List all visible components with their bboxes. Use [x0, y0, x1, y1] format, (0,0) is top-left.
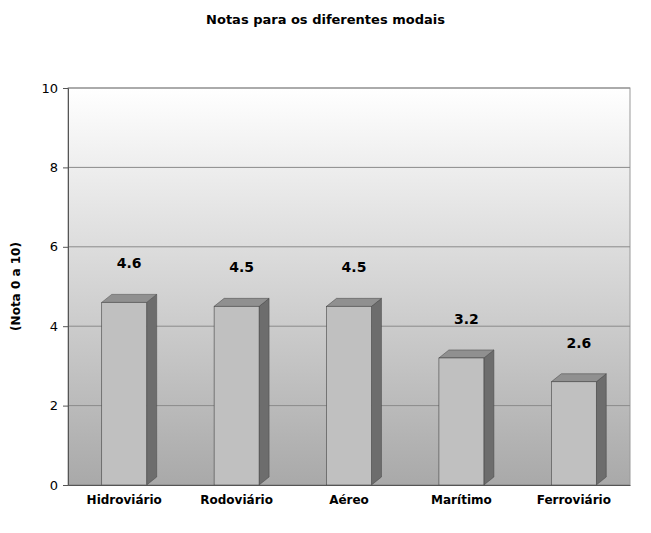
y-tick-label: 8: [50, 160, 58, 175]
x-axis: Hidroviário Rodoviário Aéreo Marítimo Ferrov…: [69, 485, 631, 507]
y-tick-label: 10: [41, 81, 58, 96]
y-tick: 4: [50, 319, 68, 334]
plot-background: [68, 88, 630, 485]
x-tick: Hidroviário: [87, 485, 162, 507]
y-tick: 8: [50, 160, 68, 175]
y-tick-label: 0: [50, 478, 58, 493]
bar-group: [327, 298, 382, 485]
bar-side: [371, 298, 381, 485]
data-label: 4.5: [229, 259, 254, 275]
y-tick-label: 6: [50, 239, 58, 254]
bar-group: [214, 298, 269, 485]
x-tick-label: Hidroviário: [87, 493, 162, 507]
x-tick: Marítimo: [431, 485, 492, 507]
x-axis-line: [69, 485, 631, 486]
bars: [102, 294, 607, 485]
y-tick-mark: [63, 167, 68, 168]
bar-side: [484, 350, 494, 485]
x-tick-label: Aéreo: [329, 493, 369, 507]
bar: [551, 382, 596, 485]
bar-top: [439, 350, 494, 358]
bar-group: [102, 294, 157, 485]
data-label: 4.5: [342, 259, 367, 275]
data-label: 3.2: [454, 311, 479, 327]
y-tick-mark: [63, 247, 68, 248]
x-tick: Aéreo: [329, 485, 369, 507]
x-tick: Ferroviário: [537, 485, 611, 507]
bar-top: [551, 374, 606, 382]
y-tick-mark: [63, 326, 68, 327]
grid: [68, 88, 630, 485]
data-label: 4.6: [117, 255, 142, 271]
x-tick-label: Ferroviário: [537, 493, 611, 507]
chart-container: 4.6 4.5 4.5 3.2 2.6 0 2 4 6 8 10 Hidroviário Rodoviá…: [0, 0, 651, 533]
x-tick: Rodoviário: [200, 485, 273, 507]
data-label: 2.6: [566, 335, 591, 351]
bar: [327, 306, 372, 485]
y-tick: 0: [50, 478, 68, 493]
grid-line: [68, 246, 630, 247]
bar: [214, 306, 259, 485]
bar-top: [327, 298, 382, 306]
plot: 4.6 4.5 4.5 3.2 2.6 0 2 4 6 8 10 Hidroviário Rodoviá…: [41, 81, 630, 507]
grid-line: [68, 167, 630, 168]
y-axis-line: [63, 89, 69, 486]
x-tick-label: Marítimo: [431, 493, 492, 507]
bar-side: [147, 294, 157, 485]
y-tick-label: 4: [50, 319, 58, 334]
data-labels: 4.6 4.5 4.5 3.2 2.6: [117, 255, 591, 350]
y-tick-mark: [63, 406, 68, 407]
y-tick: 10: [41, 81, 68, 96]
bar-side: [596, 374, 606, 485]
bar-top: [214, 298, 269, 306]
y-tick: 2: [50, 398, 68, 413]
bar-group: [551, 374, 606, 485]
bar: [439, 358, 484, 485]
bar-top: [102, 294, 157, 302]
y-tick-mark: [63, 485, 68, 486]
y-axis-title: (Nota 0 a 10): [9, 242, 23, 331]
x-tick-label: Rodoviário: [200, 493, 273, 507]
grid-line: [68, 88, 630, 89]
chart-svg: 4.6 4.5 4.5 3.2 2.6 0 2 4 6 8 10 Hidroviário Rodoviá…: [0, 0, 651, 533]
chart-title: Notas para os diferentes modais: [206, 12, 445, 27]
bar-group: [439, 350, 494, 485]
bar-side: [259, 298, 269, 485]
bar: [102, 302, 147, 485]
y-tick-mark: [63, 88, 68, 89]
y-tick: 6: [50, 239, 68, 254]
y-axis: 0 2 4 6 8 10: [41, 81, 68, 493]
y-tick-label: 2: [50, 398, 58, 413]
